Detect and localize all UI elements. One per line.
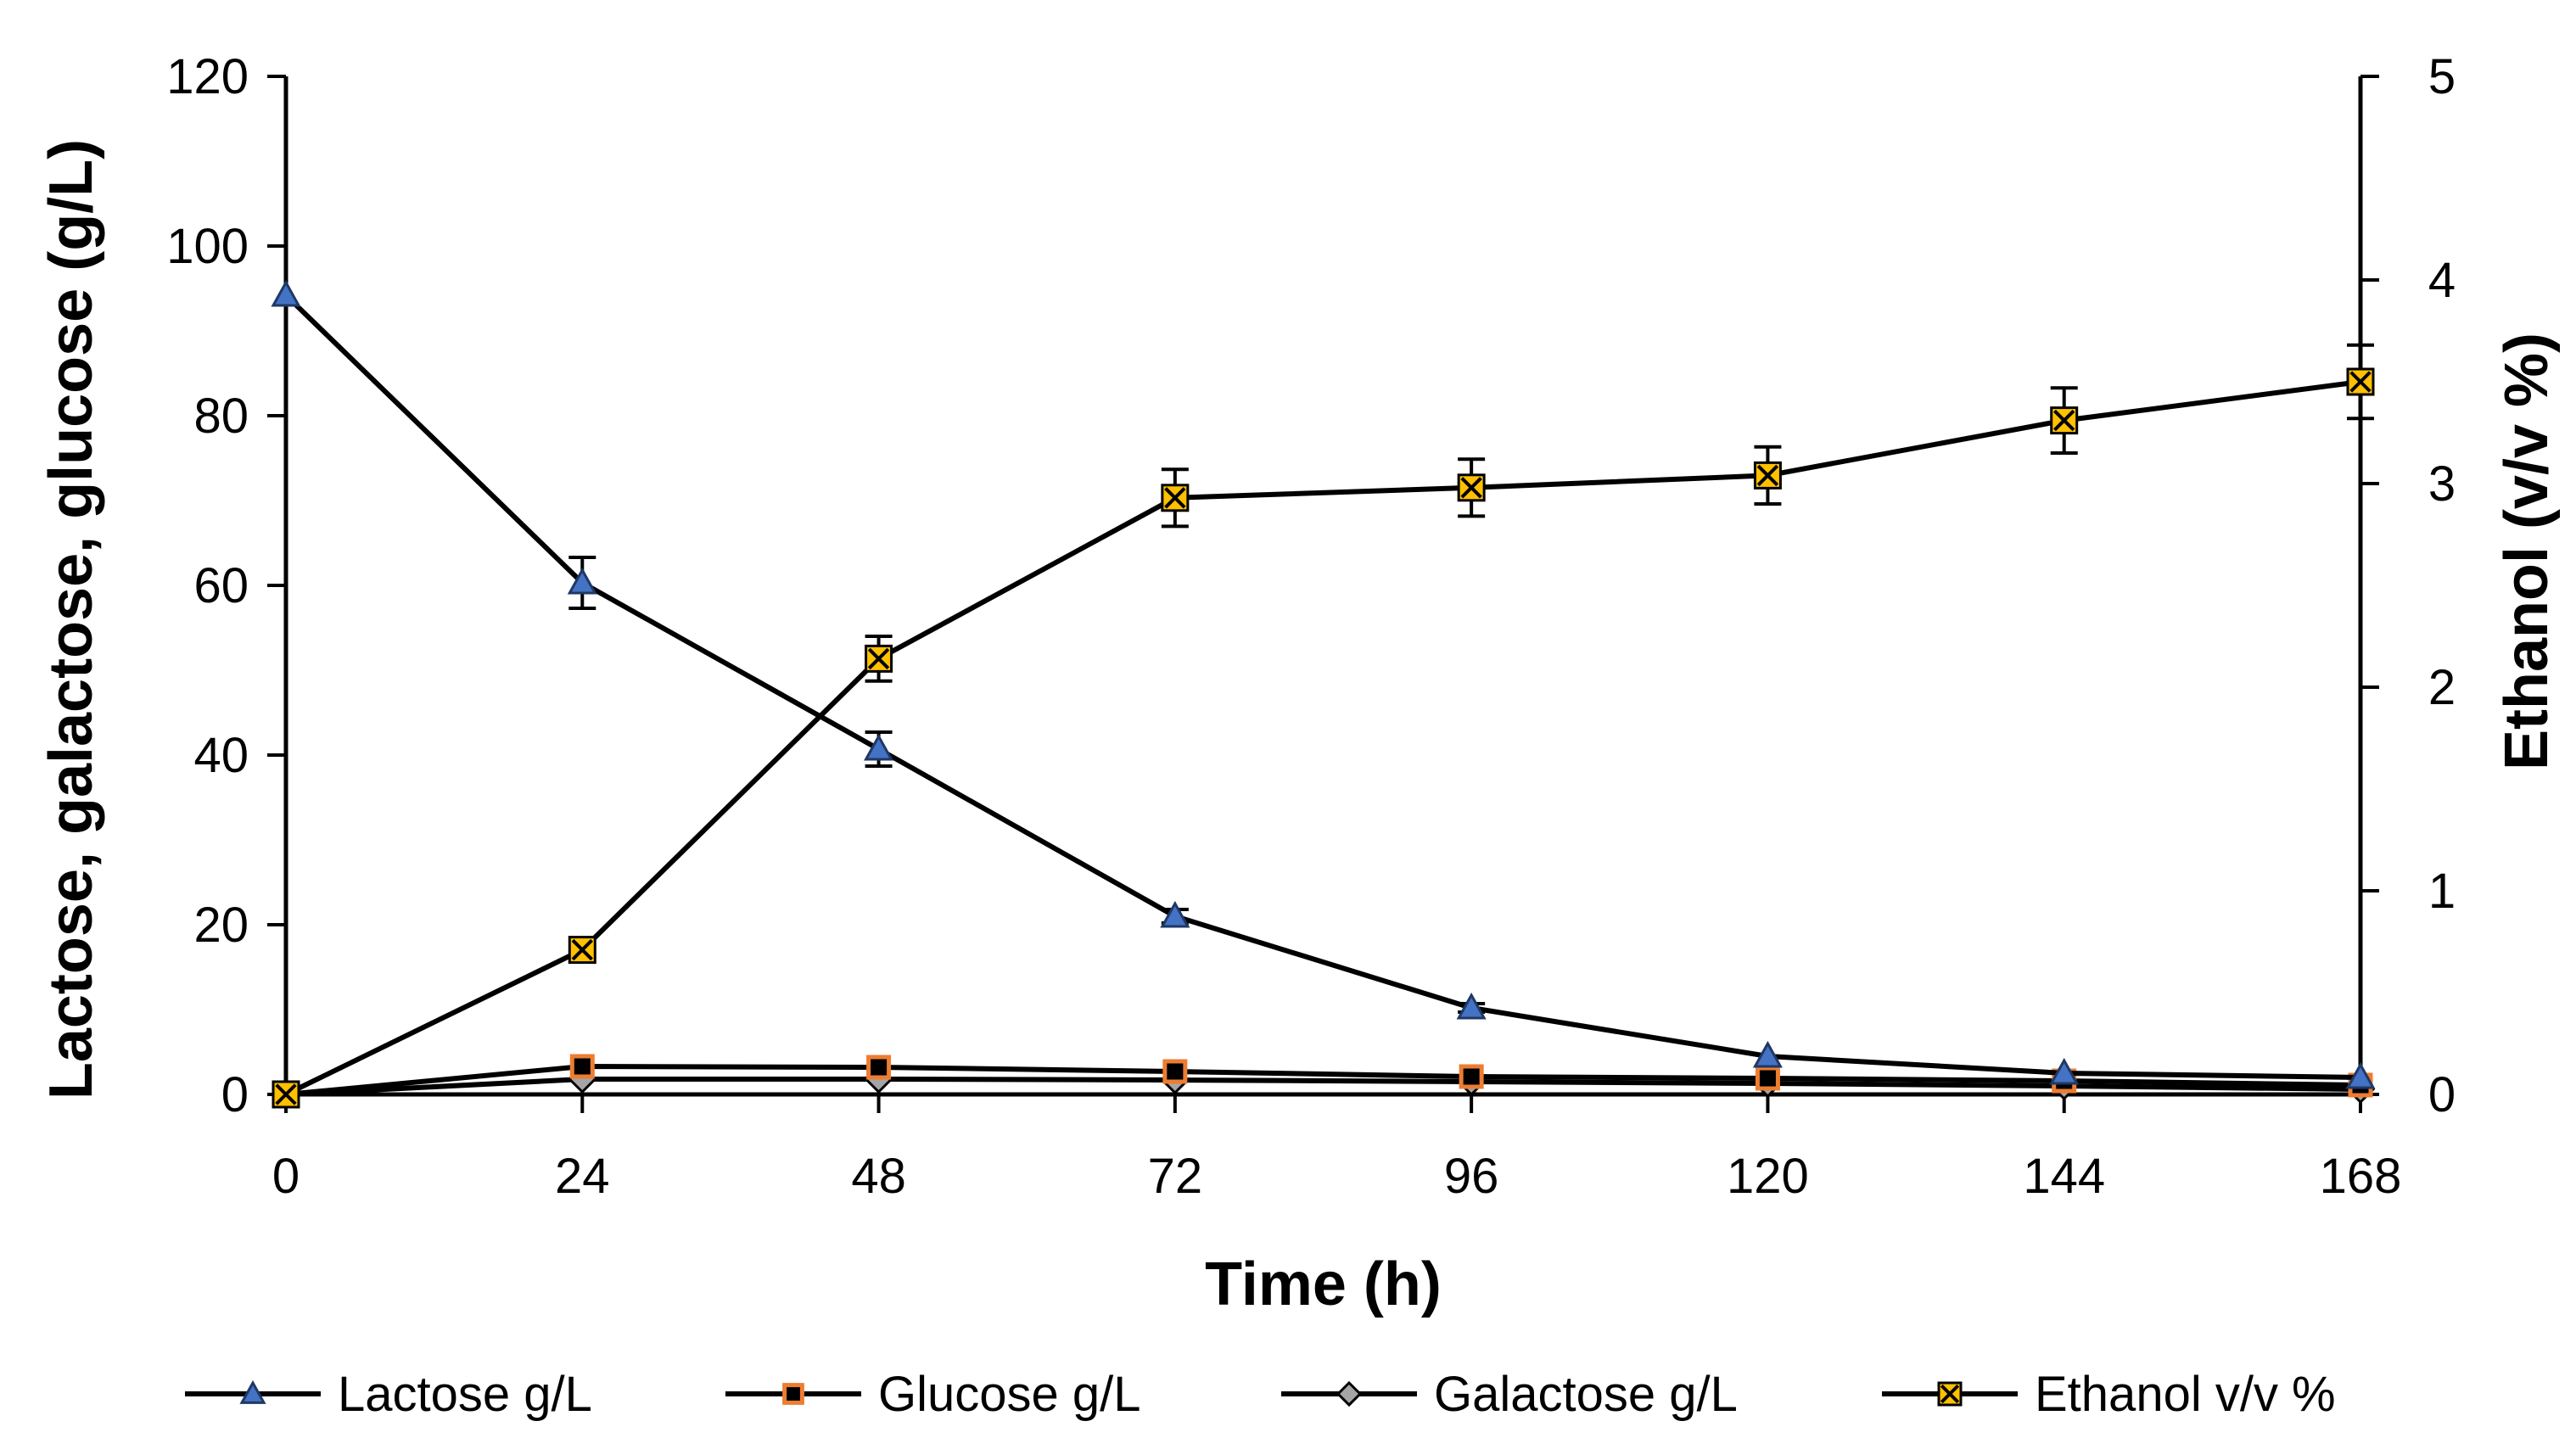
y-tick-label: 100 (166, 219, 249, 274)
marker-triangle (2345, 1061, 2376, 1089)
data-point (569, 1054, 595, 1079)
marker-triangle (1160, 900, 1190, 928)
data-point (1162, 1059, 1188, 1084)
legend-label: Ethanol v/v % (2035, 1367, 2336, 1422)
marker-x (1460, 477, 1482, 499)
y-tick-label: 120 (166, 49, 249, 104)
marker-x (1756, 464, 1779, 487)
legend-item: Galactose g/L (1281, 1367, 1738, 1422)
x-tick-label: 24 (555, 1149, 610, 1204)
marker-square (569, 1054, 595, 1079)
legend: Lactose g/L Glucose g/L Galactose g/L Ethan… (185, 1367, 2336, 1422)
axes: 0 20 40 60 80 100 120 0 1 2 3 4 5 0 24 48 72 96 120 144 168 (166, 49, 2456, 1204)
data-point (567, 567, 597, 595)
y2-tick-label: 0 (2428, 1067, 2456, 1122)
series-line (284, 379, 2361, 1097)
data-point (1457, 473, 1486, 502)
marker-square (1162, 1059, 1188, 1084)
data-point (271, 279, 301, 307)
series-line (285, 1077, 2361, 1097)
y-tick-label: 40 (193, 728, 249, 783)
legend-item: Lactose g/L (185, 1367, 592, 1422)
legend-item: Ethanol v/v % (1882, 1367, 2336, 1422)
y2-tick-label: 1 (2428, 864, 2456, 919)
y2-axis-title: Ethanol (v/v %) (2493, 333, 2561, 770)
marker-triangle (1752, 1040, 1783, 1068)
y2-tick-label: 2 (2428, 660, 2456, 715)
x-tick-label: 0 (272, 1149, 300, 1204)
marker-x (275, 1083, 297, 1105)
legend-label: Lactose g/L (338, 1367, 592, 1422)
marker-triangle (567, 567, 597, 595)
data-point (1755, 1066, 1780, 1091)
marker-triangle (2049, 1057, 2080, 1085)
marker-square (1755, 1066, 1780, 1091)
series-lactose-g-l (271, 279, 2376, 1089)
series-line (283, 293, 2361, 1080)
data-point (1459, 1064, 1484, 1089)
series-layer (271, 279, 2376, 1110)
x-axis-title: Time (h) (1205, 1251, 1442, 1318)
data-point (1456, 992, 1487, 1020)
y2-tick-label: 4 (2428, 253, 2456, 308)
marker-triangle (271, 279, 301, 307)
marker-x (2349, 371, 2372, 393)
data-point (1160, 900, 1190, 928)
marker-triangle (864, 733, 894, 761)
data-point (865, 644, 893, 673)
data-point (864, 733, 894, 761)
y2-tick-label: 5 (2428, 49, 2456, 104)
data-point (272, 1080, 300, 1109)
legend-item: Glucose g/L (725, 1367, 1141, 1422)
data-point (2049, 1057, 2080, 1085)
series-line (285, 1064, 2361, 1097)
x-tick-label: 168 (2320, 1149, 2402, 1204)
marker-square (1459, 1064, 1484, 1089)
data-point (568, 936, 596, 965)
marker-x (2053, 409, 2075, 432)
x-tick-label: 72 (1148, 1149, 1203, 1204)
series-ethanol-v-v- (272, 343, 2375, 1109)
y-tick-label: 0 (221, 1067, 249, 1122)
x-tick-label: 48 (851, 1149, 906, 1204)
y-tick-label: 60 (193, 558, 249, 613)
x-tick-label: 96 (1444, 1149, 1499, 1204)
marker-x (1164, 487, 1186, 509)
marker-x (867, 647, 890, 670)
data-point (866, 1055, 892, 1080)
x-tick-label: 144 (2023, 1149, 2105, 1204)
legend-label: Galactose g/L (1434, 1367, 1738, 1422)
marker-triangle (239, 1379, 266, 1404)
marker-diamond (1336, 1380, 1363, 1407)
legend-label: Glucose g/L (878, 1367, 1141, 1422)
data-point (2050, 406, 2079, 435)
y-axis-title: Lactose, galactose, glucose (g/L) (37, 139, 105, 1099)
data-point (2345, 1061, 2376, 1089)
y-tick-label: 80 (193, 389, 249, 444)
data-point (2346, 367, 2375, 396)
marker-square (782, 1383, 804, 1405)
x-tick-label: 120 (1727, 1149, 1809, 1204)
marker-square (866, 1055, 892, 1080)
marker-x (1940, 1384, 1960, 1404)
y2-tick-label: 3 (2428, 456, 2456, 512)
marker-triangle (1456, 992, 1487, 1020)
data-point (1752, 1040, 1783, 1068)
y-tick-label: 20 (193, 898, 249, 953)
data-point (1753, 461, 1782, 490)
data-point (1161, 484, 1190, 512)
marker-x (571, 938, 593, 961)
